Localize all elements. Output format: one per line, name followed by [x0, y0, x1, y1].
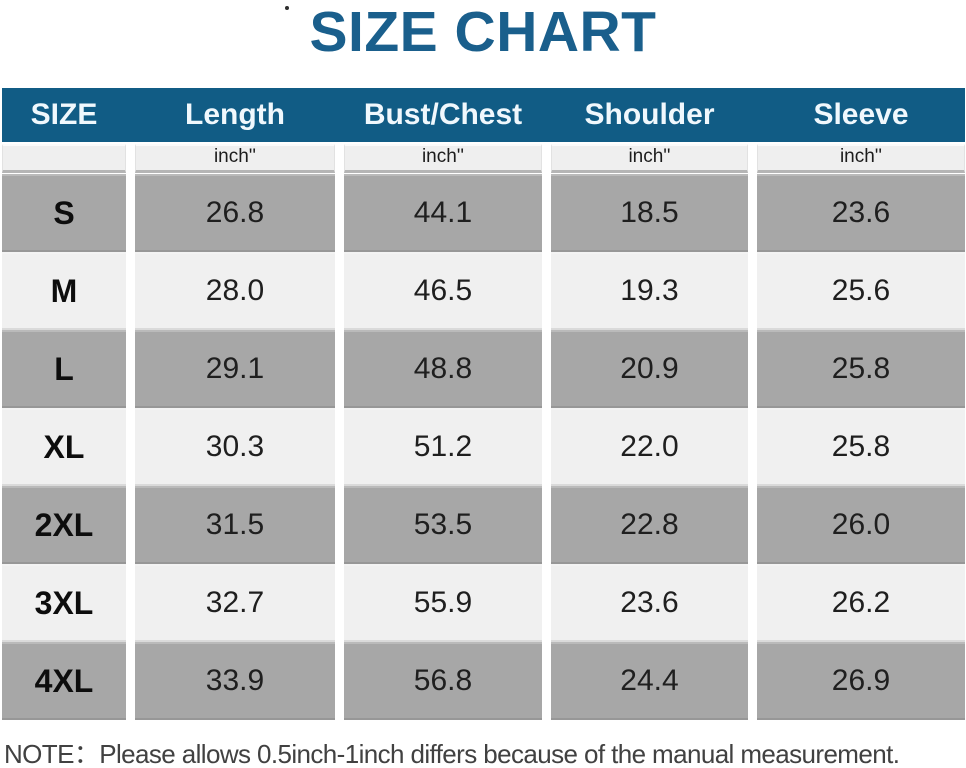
measurement-cell: 44.1	[344, 174, 542, 252]
unit-cell-length: inch''	[135, 144, 335, 173]
measurement-cell: 53.5	[344, 486, 542, 564]
table-header-row: SIZE Length Bust/Chest Shoulder Sleeve	[2, 88, 965, 142]
size-label: 3XL	[2, 564, 126, 642]
measurement-cell: 25.8	[757, 330, 965, 408]
measurement-cell: 31.5	[135, 486, 335, 564]
page-title: SIZE CHART	[309, 0, 657, 64]
column-header-sleeve: Sleeve	[813, 98, 909, 131]
measurement-cell: 30.3	[135, 408, 335, 486]
size-label: 4XL	[2, 642, 126, 720]
measurement-cell: 19.3	[551, 252, 748, 330]
column-header-bust-chest: Bust/Chest	[363, 98, 523, 131]
measurement-cell: 24.4	[551, 642, 748, 720]
measurement-cell: 25.8	[757, 408, 965, 486]
title-area: SIZE CHART	[0, 0, 966, 88]
measurement-cell: 26.8	[135, 174, 335, 252]
measurement-cell: 26.9	[757, 642, 965, 720]
column-header-size: SIZE	[30, 98, 98, 131]
table-row-4xl: 4XL 33.9 56.8 24.4 26.9	[2, 642, 965, 720]
column-header-length: Length	[185, 98, 285, 131]
measurement-cell: 25.6	[757, 252, 965, 330]
measurement-cell: 18.5	[551, 174, 748, 252]
size-label: S	[2, 174, 126, 252]
measurement-cell: 26.0	[757, 486, 965, 564]
table-row-3xl: 3XL 32.7 55.9 23.6 26.2	[2, 564, 965, 642]
measurement-cell: 22.8	[551, 486, 748, 564]
table-row-m: M 28.0 46.5 19.3 25.6	[2, 252, 965, 330]
measurement-cell: 55.9	[344, 564, 542, 642]
table-row-xl: XL 30.3 51.2 22.0 25.8	[2, 408, 965, 486]
measurement-cell: 51.2	[344, 408, 542, 486]
column-header-shoulder: Shoulder	[584, 98, 715, 131]
unit-cell-sleeve: inch''	[757, 144, 965, 173]
unit-cell-bust: inch''	[344, 144, 542, 173]
measurement-cell: 28.0	[135, 252, 335, 330]
measurement-cell: 33.9	[135, 642, 335, 720]
size-table: SIZE Length Bust/Chest Shoulder Sleeve i…	[2, 88, 965, 720]
table-row-2xl: 2XL 31.5 53.5 22.8 26.0	[2, 486, 965, 564]
measurement-cell: 26.2	[757, 564, 965, 642]
table-row-l: L 29.1 48.8 20.9 25.8	[2, 330, 965, 408]
measurement-cell: 22.0	[551, 408, 748, 486]
measurement-cell: 48.8	[344, 330, 542, 408]
measurement-cell: 46.5	[344, 252, 542, 330]
table-row-s: S 26.8 44.1 18.5 23.6	[2, 174, 965, 252]
size-label: L	[2, 330, 126, 408]
measurement-cell: 56.8	[344, 642, 542, 720]
size-label: XL	[2, 408, 126, 486]
measurement-cell: 29.1	[135, 330, 335, 408]
measurement-note: NOTE：Please allows 0.5inch-1inch differs…	[4, 739, 900, 768]
measurement-cell: 32.7	[135, 564, 335, 642]
artifact-dot	[285, 6, 289, 10]
measurement-cell: 20.9	[551, 330, 748, 408]
measurement-cell: 23.6	[757, 174, 965, 252]
unit-row: inch'' inch'' inch'' inch''	[2, 144, 965, 173]
unit-cell-shoulder: inch''	[551, 144, 748, 173]
measurement-cell: 23.6	[551, 564, 748, 642]
unit-cell-empty	[2, 144, 126, 173]
size-label: 2XL	[2, 486, 126, 564]
size-label: M	[2, 252, 126, 330]
